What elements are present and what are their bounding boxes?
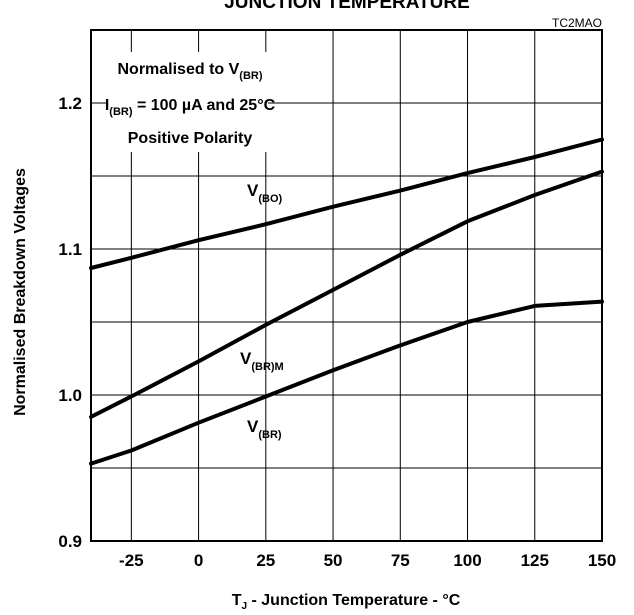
annotation-line-2: I(BR) = 100 µA and 25°C [105, 97, 276, 118]
x-tick-label: 0 [194, 551, 203, 570]
y-tick-label: 1.2 [58, 94, 82, 113]
chart-title: JUNCTION TEMPERATURE [224, 0, 470, 13]
x-tick-label: 75 [391, 551, 410, 570]
x-tick-labels: -25 0 25 50 75 100 125 150 [119, 551, 616, 570]
series-lines [89, 137, 604, 466]
grid-lines [91, 30, 603, 541]
annotation-background [108, 52, 268, 152]
y-tick-label: 1.0 [58, 386, 82, 405]
series-label-vbo: V(BO) [247, 181, 283, 205]
series-line-2 [89, 299, 604, 466]
y-tick-label: 1.1 [58, 240, 82, 259]
chart-code: TC2MAO [552, 16, 602, 30]
y-tick-labels: 0.9 1.0 1.1 1.2 [58, 94, 82, 551]
annotation-line-1: Normalised to V(BR) [117, 61, 262, 82]
y-axis-label: Normalised Breakdown Voltages [12, 168, 29, 416]
annotation-line-3: Positive Polarity [128, 130, 253, 147]
annotation-box: Normalised to V(BR) I(BR) = 100 µA and 2… [105, 52, 276, 152]
x-tick-label: 100 [453, 551, 481, 570]
series-label-vbrm: V(BR)M [240, 349, 284, 373]
plot-frame [90, 29, 603, 542]
series-line-1 [89, 169, 604, 419]
series-line-0 [89, 137, 604, 270]
y-tick-label: 0.9 [58, 532, 82, 551]
x-tick-label: -25 [119, 551, 144, 570]
series-label-vbr: V(BR) [247, 417, 282, 441]
x-tick-label: 125 [521, 551, 549, 570]
x-axis-label: TJ - Junction Temperature - °C [232, 592, 461, 612]
x-tick-label: 150 [588, 551, 616, 570]
x-tick-label: 25 [256, 551, 275, 570]
x-tick-label: 50 [324, 551, 343, 570]
